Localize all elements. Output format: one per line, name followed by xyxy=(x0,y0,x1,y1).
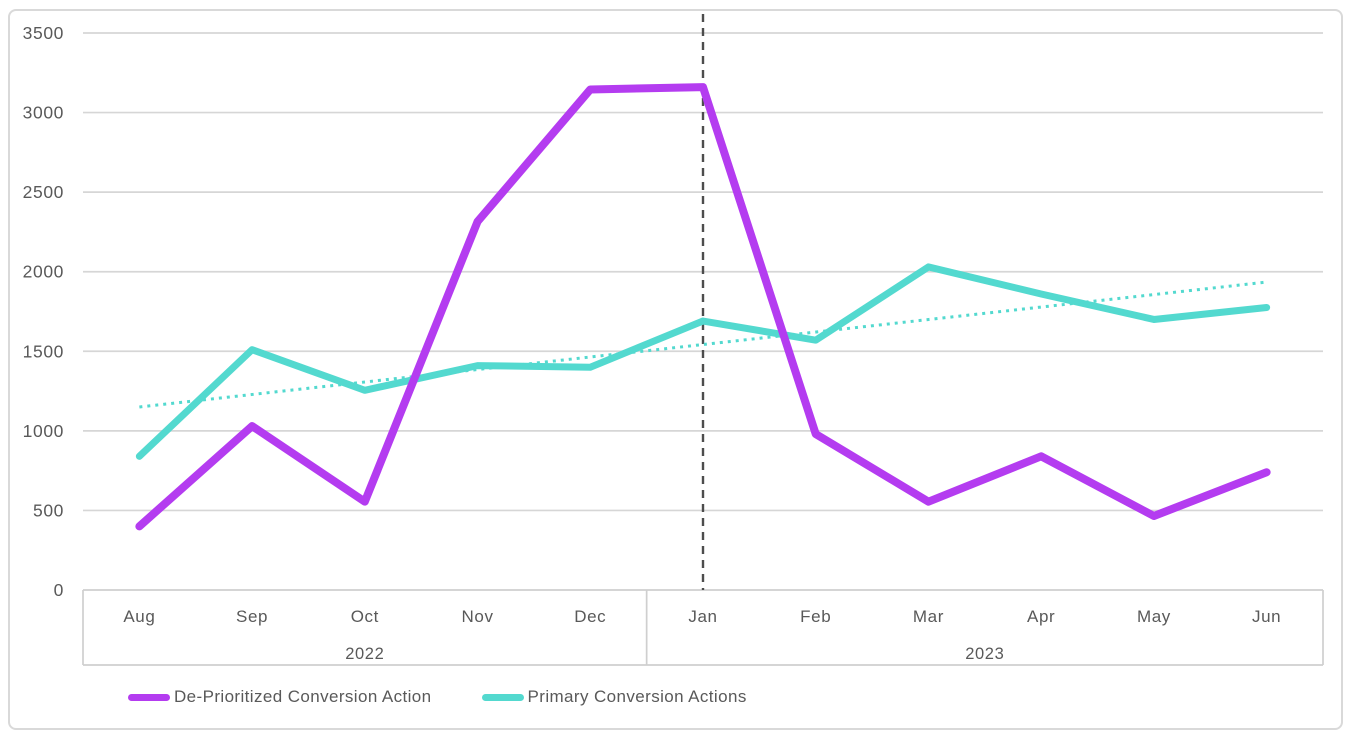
y-axis-tick-label: 0 xyxy=(54,580,64,600)
legend-item-primary: Primary Conversion Actions xyxy=(481,687,747,707)
legend-swatch-primary-icon xyxy=(481,693,524,701)
legend-label-deprioritized: De-Prioritized Conversion Action xyxy=(174,687,432,706)
x-axis-month-label: May xyxy=(1137,607,1171,626)
x-axis-month-label: Feb xyxy=(800,607,831,626)
legend-label-primary: Primary Conversion Actions xyxy=(527,687,747,706)
x-axis-month-label: Oct xyxy=(351,607,379,626)
x-axis-month-label: Aug xyxy=(123,607,155,626)
y-axis-tick-label: 1000 xyxy=(23,421,64,441)
series-line-primary xyxy=(135,263,1271,460)
x-axis-month-label: Jun xyxy=(1252,607,1281,626)
y-axis-tick-label: 2000 xyxy=(23,262,64,282)
chart-legend: De-Prioritized Conversion Action Primary… xyxy=(128,687,747,707)
y-axis-tick-label: 500 xyxy=(33,500,64,520)
y-axis-tick-label: 2500 xyxy=(23,182,64,202)
y-axis-tick-label: 1500 xyxy=(23,341,64,361)
legend-item-deprioritized: De-Prioritized Conversion Action xyxy=(128,687,432,707)
x-axis-month-label: Mar xyxy=(913,607,944,626)
x-axis-year-label: 2023 xyxy=(965,645,1004,663)
legend-swatch-deprioritized-icon xyxy=(128,693,170,701)
series-line-deprioritized xyxy=(135,83,1271,531)
x-axis-month-label: Sep xyxy=(236,607,268,626)
x-axis-year-label: 2022 xyxy=(345,645,384,663)
x-axis-month-label: Nov xyxy=(462,607,494,626)
x-axis-month-label: Jan xyxy=(688,607,717,626)
x-axis-month-label: Dec xyxy=(574,607,606,626)
x-axis-month-label: Apr xyxy=(1027,607,1055,626)
y-axis-tick-label: 3000 xyxy=(23,103,64,123)
y-axis-tick-label: 3500 xyxy=(23,23,64,43)
